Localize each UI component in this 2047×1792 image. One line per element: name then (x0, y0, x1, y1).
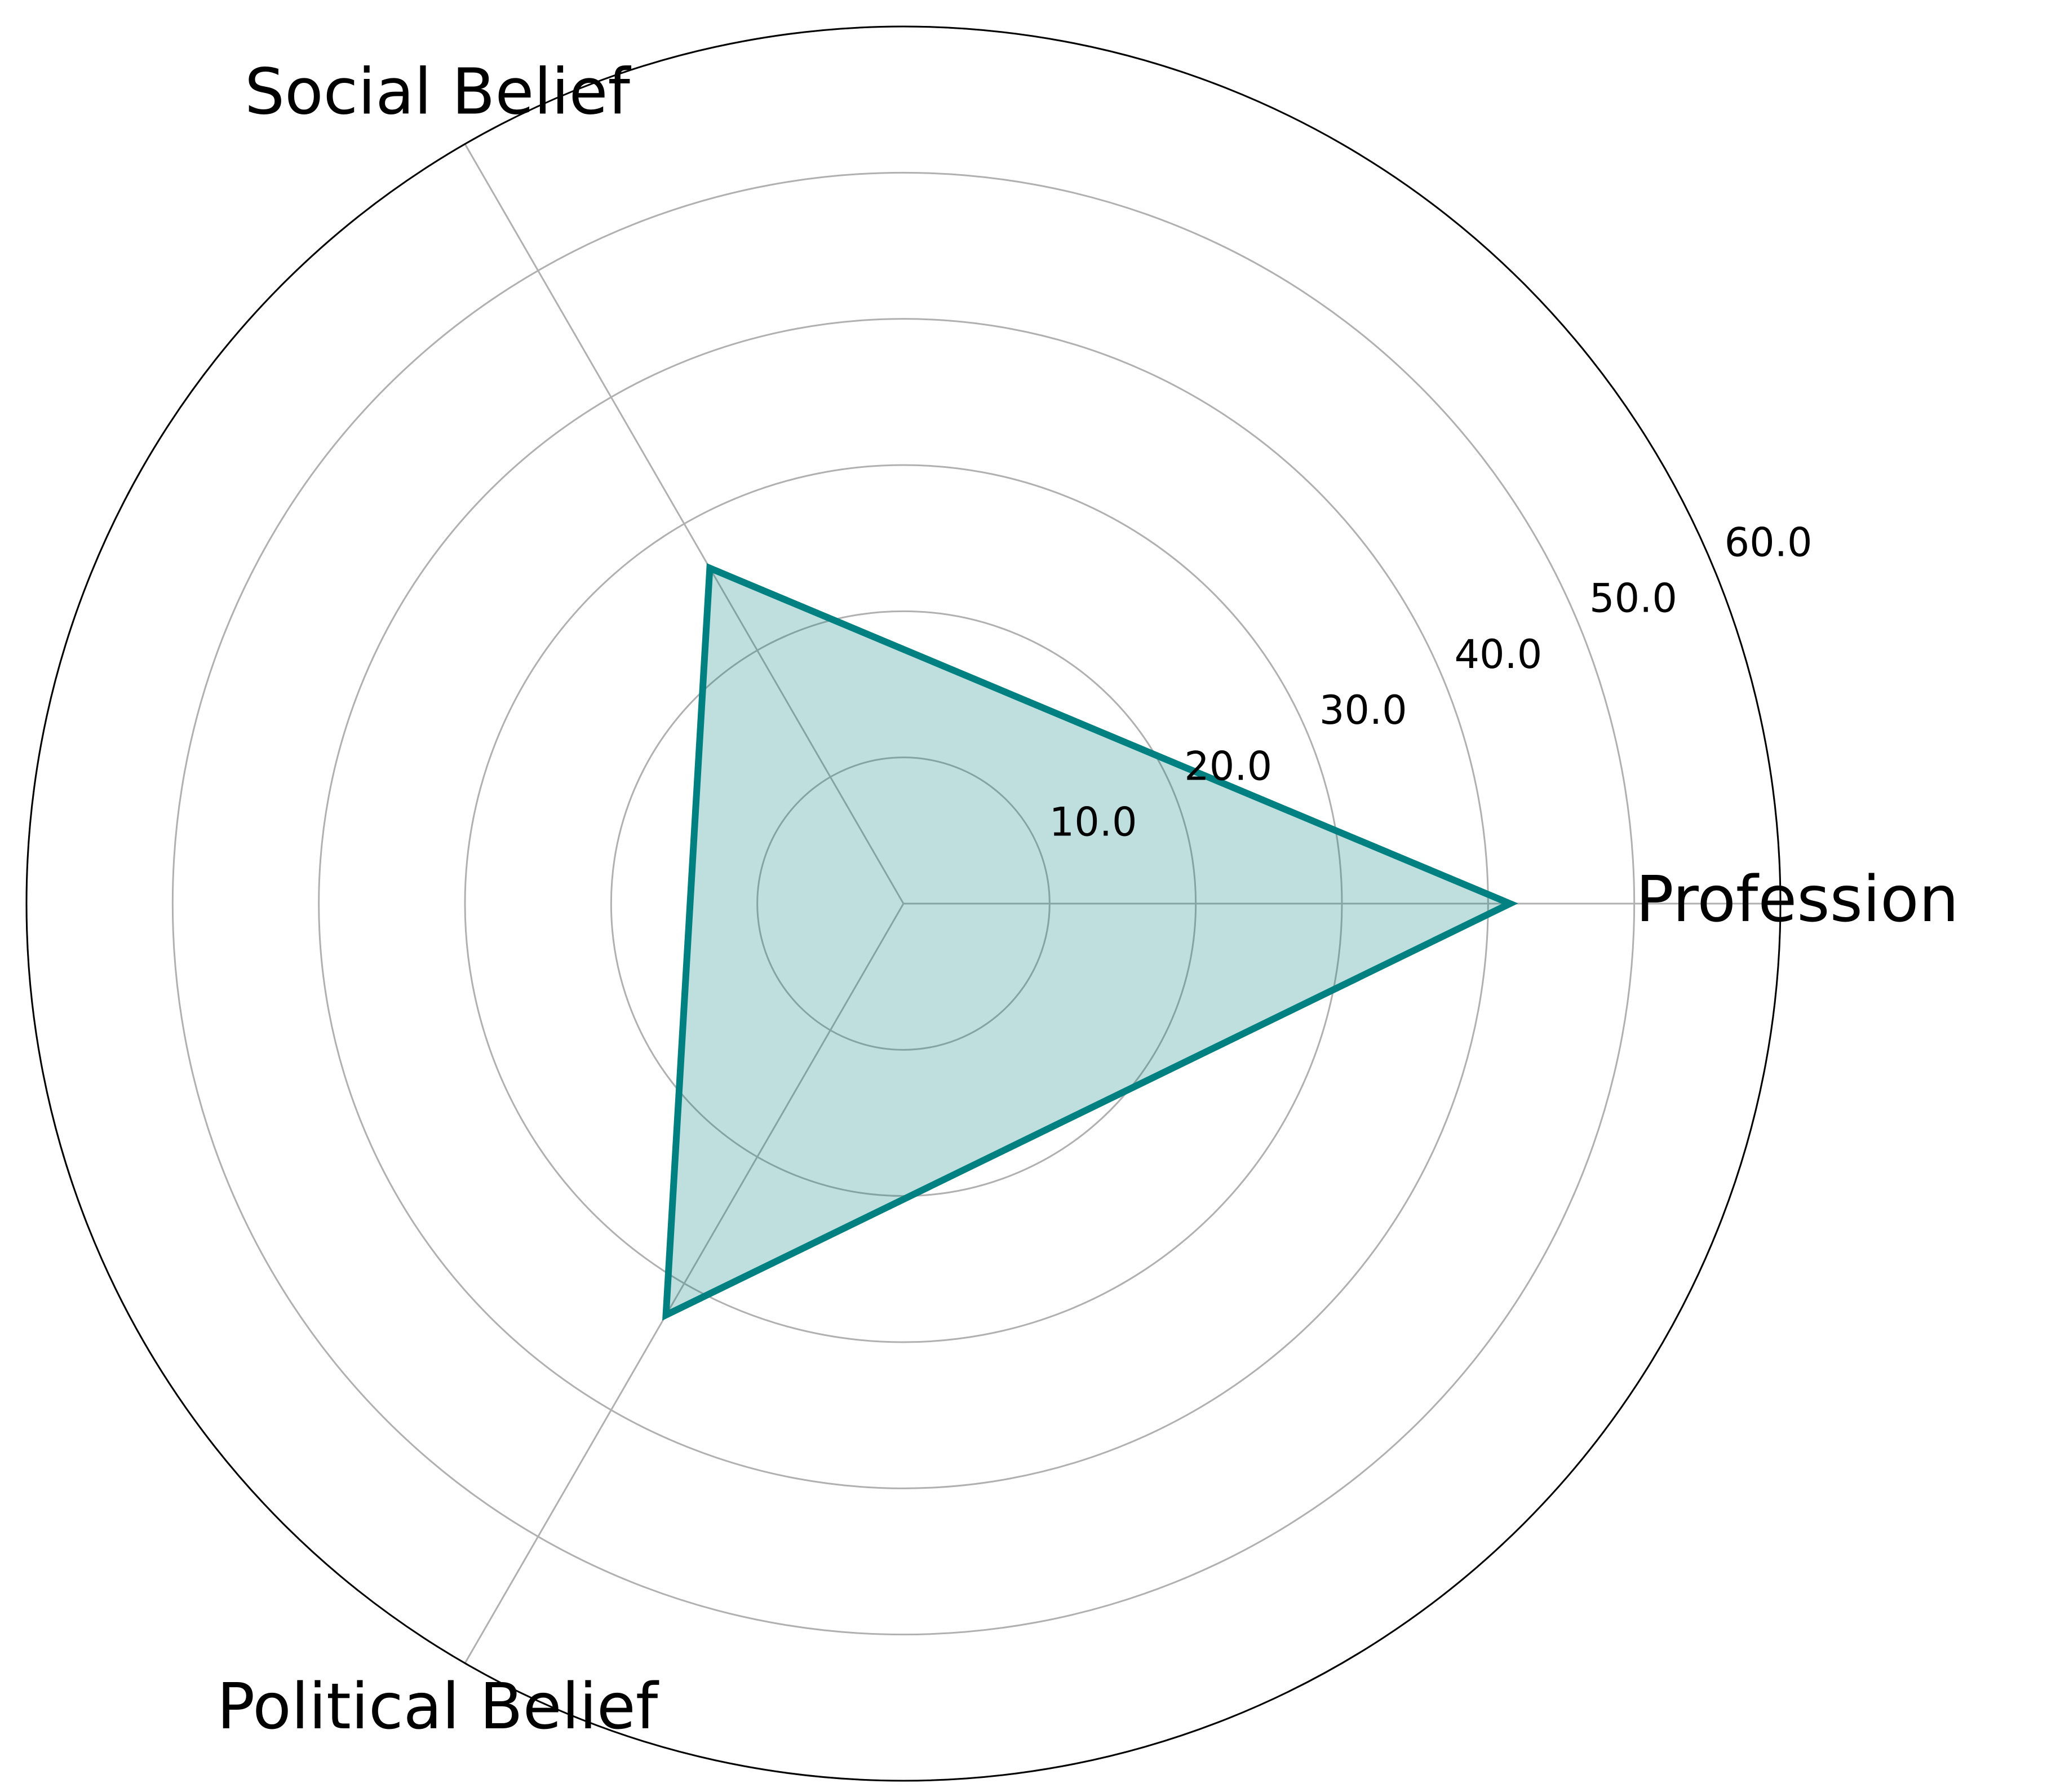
spoke (464, 903, 905, 1664)
tick-label: 10.0 (1049, 799, 1137, 846)
tick-label: 20.0 (1184, 743, 1272, 789)
data-area (662, 563, 1518, 1321)
tick-label: 30.0 (1319, 687, 1407, 733)
category-label: Profession (1636, 863, 1959, 936)
tick-label: 50.0 (1589, 576, 1677, 622)
tick-label: 40.0 (1454, 631, 1542, 678)
category-label: Social Belief (245, 55, 632, 129)
spoke (464, 143, 905, 904)
tick-label: 60.0 (1725, 519, 1813, 565)
polar-frame (25, 25, 1782, 1782)
category-label: Political Belief (217, 1670, 659, 1744)
